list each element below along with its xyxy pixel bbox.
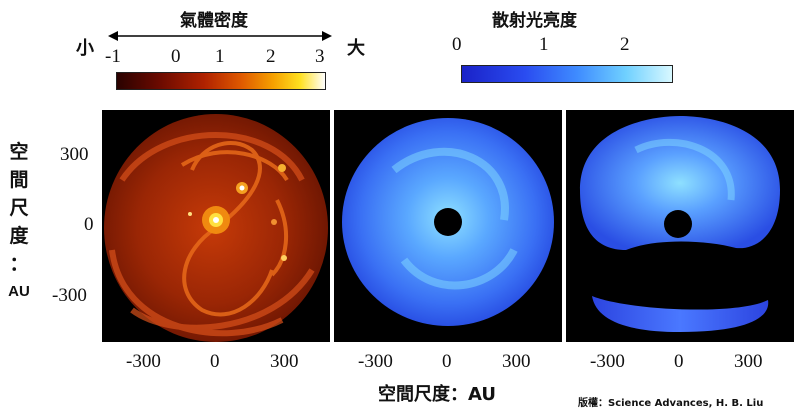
- density-legend-title: 氣體密度: [180, 11, 248, 31]
- brightness-colorbar: [461, 65, 673, 83]
- x-tick: 0: [442, 351, 452, 372]
- y-tick: 0: [84, 214, 94, 235]
- density-low-label: 小: [76, 38, 94, 59]
- x-tick: 300: [502, 351, 531, 372]
- x-tick: 0: [210, 351, 220, 372]
- y-axis-label-char: ：: [9, 253, 29, 275]
- x-tick: 300: [734, 351, 763, 372]
- brightness-tick: 2: [620, 34, 630, 55]
- brightness-tick: 0: [452, 34, 462, 55]
- density-tick: -1: [105, 46, 121, 67]
- density-tick: 0: [171, 46, 181, 67]
- scattered-light-panel-2: [566, 110, 794, 342]
- x-tick: 300: [270, 351, 299, 372]
- x-axis-label: 空間尺度：AU: [378, 384, 496, 405]
- density-range-arrow: [108, 31, 332, 41]
- y-tick: 300: [60, 144, 89, 165]
- density-tick: 2: [266, 46, 276, 67]
- x-tick: -300: [590, 351, 625, 372]
- x-tick: -300: [358, 351, 393, 372]
- density-tick: 1: [215, 46, 225, 67]
- y-axis-label-unit: AU: [8, 283, 30, 300]
- scattered-light-image: [342, 118, 554, 326]
- y-axis-label: 空 間 尺 度 ： AU: [6, 138, 32, 306]
- y-tick: -300: [52, 285, 87, 306]
- y-axis-label-char: 度: [9, 225, 29, 247]
- brightness-legend-title: 散射光亮度: [492, 11, 577, 31]
- density-colorbar: [116, 72, 326, 90]
- x-axis-ticks: -300 0 300 -300 0 300 -300 0 300: [102, 351, 800, 375]
- density-panel: [102, 110, 330, 342]
- density-high-label: 大: [347, 38, 365, 59]
- x-tick: -300: [126, 351, 161, 372]
- density-tick: 3: [315, 46, 325, 67]
- brightness-tick: 1: [539, 34, 549, 55]
- density-ticks: -1 0 1 2 3: [105, 46, 340, 68]
- brightness-ticks: 0 1 2: [450, 34, 690, 56]
- image-credit: 版權：Science Advances, H. B. Liu: [578, 398, 764, 409]
- scattered-light-image-2: [580, 116, 780, 332]
- x-tick: 0: [674, 351, 684, 372]
- y-axis-label-char: 空: [9, 141, 29, 163]
- density-map-image: [104, 114, 328, 342]
- y-axis-label-char: 尺: [9, 197, 29, 219]
- y-axis-label-char: 間: [9, 169, 29, 191]
- scattered-light-panel: [334, 110, 562, 342]
